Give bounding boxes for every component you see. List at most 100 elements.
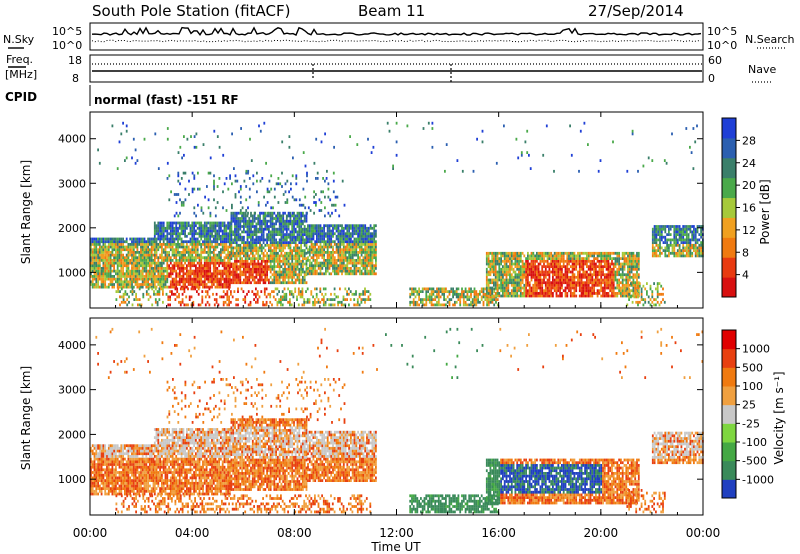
echo-cell: [250, 257, 252, 260]
echo-cell: [122, 253, 124, 257]
echo-cell: [95, 269, 98, 273]
echo-cell: [181, 298, 184, 301]
echo-cell: [216, 275, 219, 278]
echo-cell: [582, 283, 585, 287]
echo-cell: [360, 251, 363, 254]
echo-cell: [367, 295, 370, 299]
echo-cell: [268, 211, 270, 215]
echo-cell: [571, 281, 574, 285]
echo-cell: [287, 235, 290, 239]
echo-cell: [521, 294, 524, 298]
echo-cell: [156, 290, 159, 293]
echo-cell: [573, 257, 576, 260]
echo-cell: [186, 267, 188, 270]
echo-cell: [225, 245, 228, 249]
echo-cell: [528, 273, 531, 277]
echo-cell: [185, 303, 188, 307]
echo-cell: [616, 283, 619, 287]
echo-cell: [310, 234, 313, 238]
echo-cell: [439, 287, 442, 291]
echo-cell: [228, 300, 230, 304]
echo-cell: [196, 285, 199, 289]
echo-cell: [246, 275, 249, 279]
echo-cell: [312, 229, 315, 233]
echo-cell: [127, 251, 130, 254]
echo-cell: [360, 248, 363, 252]
echo-cell: [125, 253, 128, 257]
echo-cell: [227, 251, 229, 254]
echo-cell: [248, 265, 251, 268]
echo-cell: [503, 286, 506, 290]
echo-cell: [602, 251, 604, 255]
echo-cell: [532, 294, 535, 298]
echo-cell: [284, 257, 286, 260]
echo-cell: [173, 269, 176, 273]
echo-cell: [586, 281, 588, 285]
echo-cell: [184, 251, 186, 254]
echo-cell: [100, 269, 103, 273]
echo-cell: [224, 300, 227, 304]
echo-cell: [218, 269, 220, 273]
echo-cell: [353, 229, 356, 233]
echo-cell: [510, 294, 513, 298]
echo-cell: [147, 261, 149, 265]
echo-cell: [155, 280, 158, 284]
echo-cell: [200, 261, 203, 265]
echo-cell: [359, 224, 361, 228]
echo-cell: [298, 219, 301, 223]
echo-cell: [257, 249, 260, 252]
echo-cell: [221, 237, 224, 241]
echo-cell: [303, 227, 306, 231]
echo-cell: [284, 267, 286, 271]
echo-cell: [359, 237, 361, 241]
echo-cell: [310, 224, 313, 228]
echo-cell: [537, 257, 540, 260]
echo-cell: [596, 265, 599, 268]
echo-cell: [559, 270, 561, 274]
echo-cell: [611, 270, 613, 274]
echo-cell: [271, 222, 274, 226]
echo-cell: [218, 259, 220, 262]
echo-cell: [584, 251, 586, 255]
echo-cell: [239, 235, 242, 239]
echo-cell: [122, 256, 124, 260]
echo-cell: [373, 229, 376, 233]
echo-cell: [106, 267, 108, 270]
echo-cell: [425, 298, 428, 301]
nsearch-trace: [91, 39, 701, 43]
echo-cell: [180, 251, 183, 254]
echo-cell: [198, 264, 201, 268]
echo-cell: [262, 246, 265, 250]
echo-cell: [184, 229, 186, 233]
echo-cell: [527, 270, 529, 274]
echo-cell: [328, 243, 331, 246]
echo-cell: [577, 251, 579, 255]
echo-cell: [294, 254, 297, 258]
echo-cell: [277, 262, 279, 266]
echo-cell: [266, 257, 268, 260]
echo-cell: [161, 272, 163, 276]
echo-cell: [277, 254, 279, 258]
echo-cell: [237, 265, 240, 268]
echo-cell: [225, 277, 228, 281]
echo-cell: [243, 214, 245, 218]
echo-cell: [150, 261, 153, 265]
echo-cell: [487, 257, 490, 260]
echo-cell: [193, 248, 195, 252]
echo-cell: [264, 265, 267, 268]
echo-cell: [284, 270, 286, 274]
echo-cell: [260, 227, 263, 231]
echo-cell: [291, 222, 294, 226]
echo-cell: [218, 280, 220, 284]
echo-cell: [455, 295, 458, 299]
echo-cell: [244, 278, 247, 282]
echo-cell: [364, 226, 367, 230]
echo-cell: [603, 257, 606, 260]
echo-cell: [266, 235, 268, 239]
echo-cell: [280, 227, 283, 231]
echo-cell: [303, 243, 306, 247]
echo-cell: [322, 295, 325, 299]
echo-cell: [369, 240, 372, 244]
echo-cell: [205, 237, 208, 241]
echo-cell: [550, 281, 553, 285]
